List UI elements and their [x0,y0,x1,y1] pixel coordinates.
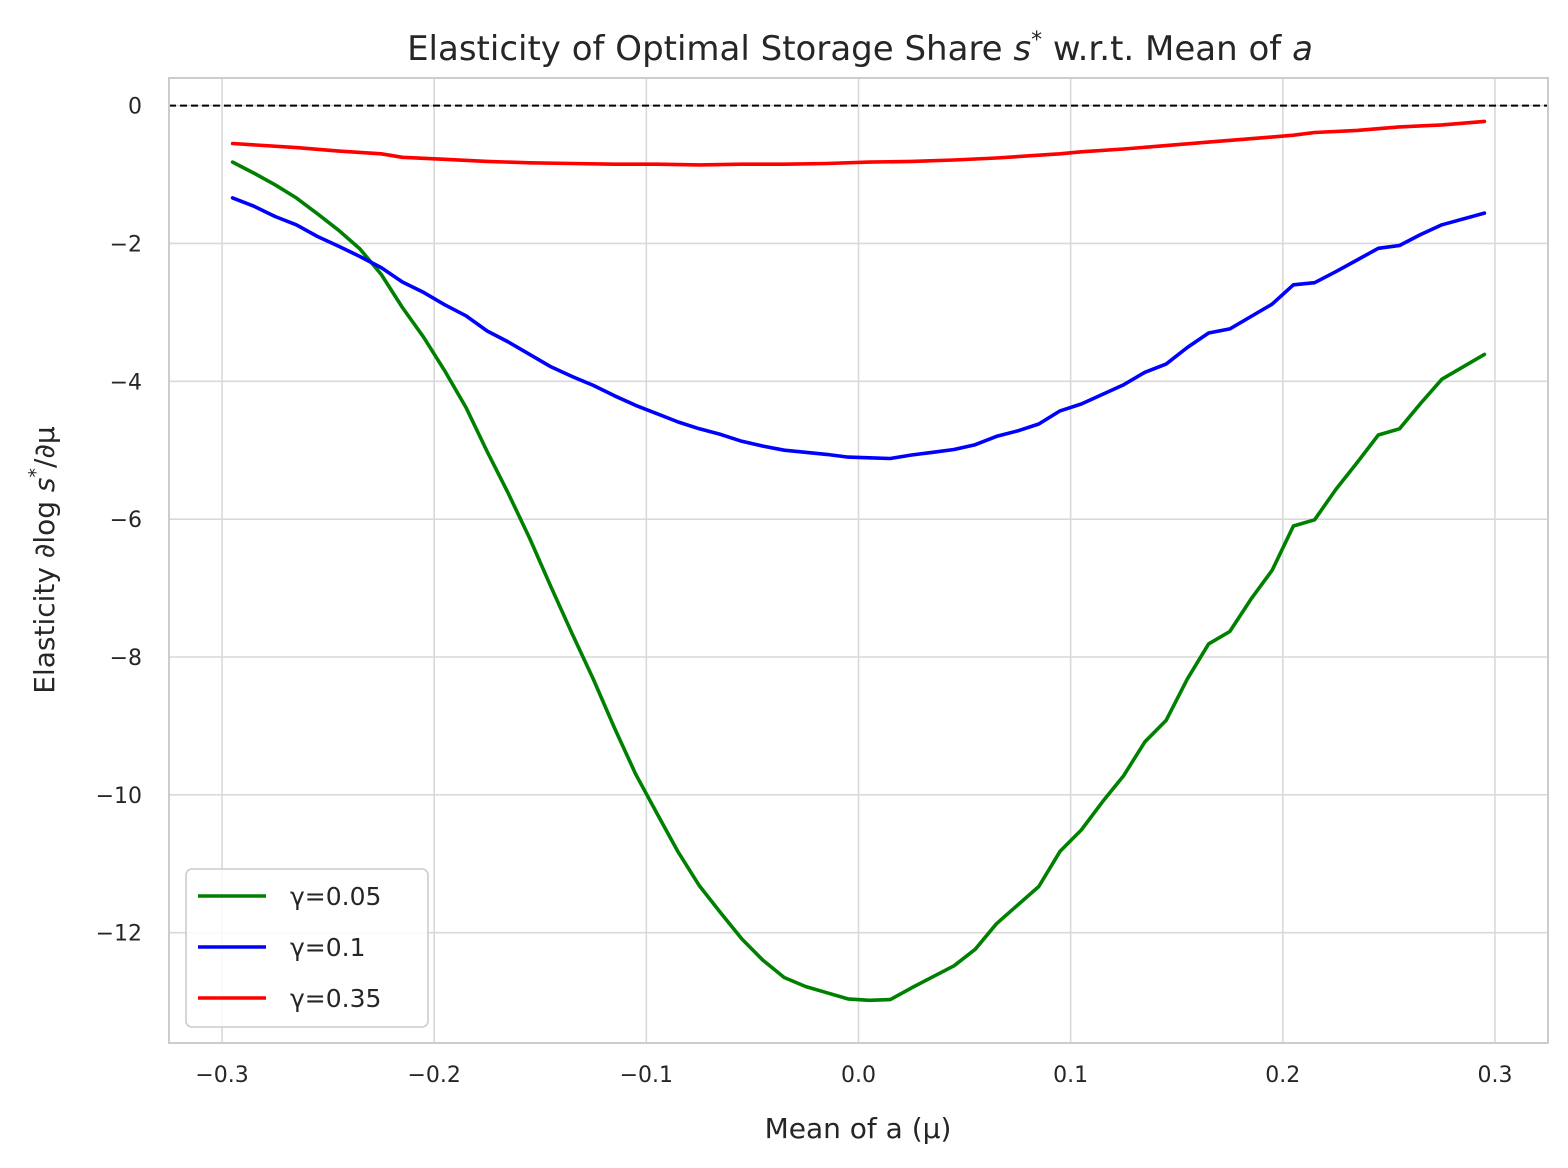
series-line [230,196,1487,461]
x-tick-label: −0.3 [195,1063,248,1088]
x-tick-label: 0.2 [1265,1063,1300,1088]
y-tick-label: −12 [96,922,142,947]
series-line [230,160,1487,1003]
x-axis-label: Mean of a (μ) [765,1112,952,1145]
legend-label: γ=0.35 [290,984,381,1013]
y-tick-labels: 0 −2 −4 −6 −8 −10 −12 [96,95,142,947]
chart-title: Elasticity of Optimal Storage Share s* w… [407,28,1313,69]
x-tick-label: 0.1 [1053,1063,1088,1088]
y-tick-label: −2 [110,232,142,257]
grid-lines [169,78,1548,1043]
y-tick-label: 0 [128,95,142,120]
x-tick-labels: −0.3 −0.2 −0.1 0.0 0.1 0.2 0.3 [195,1063,1512,1088]
y-tick-label: −6 [110,508,142,533]
legend-box [185,868,429,1028]
y-tick-label: −10 [96,784,142,809]
plot-frame [168,77,1549,1044]
x-tick-label: −0.1 [620,1063,673,1088]
series-layer [230,119,1487,1003]
x-tick-label: −0.2 [407,1063,460,1088]
legend-label: γ=0.1 [290,933,366,962]
legend: γ=0.05 γ=0.1 γ=0.35 [185,868,429,1028]
series-line [230,119,1487,167]
x-tick-label: 0.0 [841,1063,876,1088]
y-axis-label: Elasticity ∂log s*/∂μ [25,426,61,694]
legend-label: γ=0.05 [290,882,381,911]
x-tick-label: 0.3 [1477,1063,1512,1088]
y-tick-label: −4 [110,370,142,395]
y-tick-label: −8 [110,646,142,671]
